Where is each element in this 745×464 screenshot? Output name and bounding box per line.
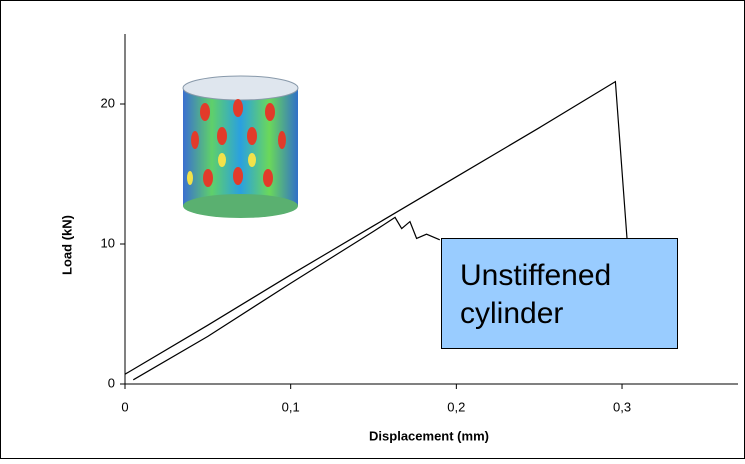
x-tick-label: 0,1 <box>282 399 300 414</box>
annotation: Unstiffened cylinder <box>441 238 678 349</box>
x-tick-label: 0,2 <box>447 399 465 414</box>
y-tick-label: 20 <box>101 95 115 110</box>
y-tick-label: 10 <box>101 235 115 250</box>
x-axis-label: Displacement (mm) <box>369 428 489 443</box>
chart: Load (kN) Displacement (mm) 0 10 20 0 0,1 0,2… <box>0 0 745 459</box>
y-axis-label: Load (kN) <box>59 215 74 275</box>
x-tick-label: 0,3 <box>613 399 631 414</box>
x-tick-label: 0 <box>121 399 128 414</box>
y-tick-label: 0 <box>108 375 115 390</box>
cylinder-image <box>183 76 298 218</box>
page: Load (kN) Displacement (mm) 0 10 20 0 0,1 0,2… <box>0 0 745 459</box>
